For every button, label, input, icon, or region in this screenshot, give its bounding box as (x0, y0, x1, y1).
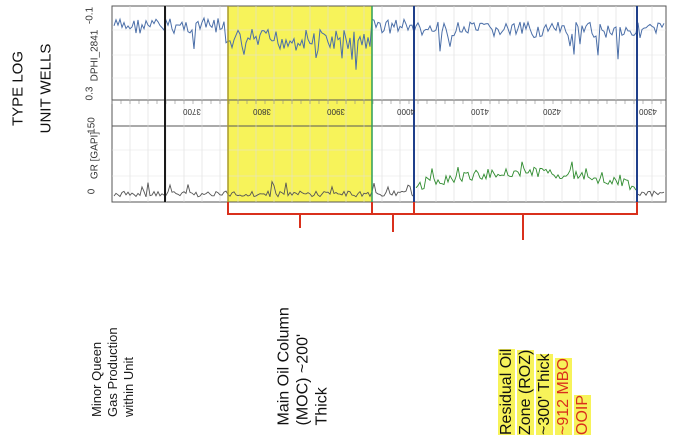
minor-queen-line3: within Unit (121, 357, 136, 417)
moc-line3: Thick (313, 387, 331, 426)
dphi-curve (113, 16, 665, 70)
roz-bracket (413, 202, 638, 240)
dphi-track-frame (111, 5, 667, 101)
depth-label: 4200 (543, 107, 561, 116)
depth-label: 3800 (253, 107, 271, 116)
minor-queen-line2: Gas Production (105, 327, 120, 417)
moc-line1: Main Oil Column (275, 307, 293, 426)
gr-track-frame (111, 125, 667, 203)
minor-queen-annotation: Minor Queen Gas Production within Unit (89, 307, 137, 417)
depth-ticks (111, 100, 662, 104)
roz-line2: Zone (ROZ) (517, 349, 534, 435)
moc-annotation: Main Oil Column (MOC) ~200' Thick (275, 276, 332, 426)
roz-line5: OOIP (574, 394, 591, 435)
gr-curve (113, 180, 665, 198)
depth-label: 4300 (639, 107, 657, 116)
roz-line3: ~300' Thick (536, 353, 553, 435)
depth-label: 4000 (397, 107, 415, 116)
transition-bracket (371, 202, 415, 232)
depth-label: 4100 (471, 107, 489, 116)
moc-line2: (MOC) ~200' (294, 333, 312, 426)
moc-highlight (228, 6, 372, 202)
depth-label: 3700 (183, 107, 201, 116)
minor-queen-line1: Minor Queen (89, 341, 104, 417)
depth-label: 3900 (327, 107, 345, 116)
roz-line1: Residual Oil (498, 348, 515, 435)
gr-curve-roz (415, 161, 637, 191)
roz-annotation: Residual Oil Zone (ROZ) ~300' Thick ~912… (497, 265, 593, 435)
moc-bracket (227, 202, 373, 228)
roz-line4: ~912 MBO (555, 358, 572, 435)
